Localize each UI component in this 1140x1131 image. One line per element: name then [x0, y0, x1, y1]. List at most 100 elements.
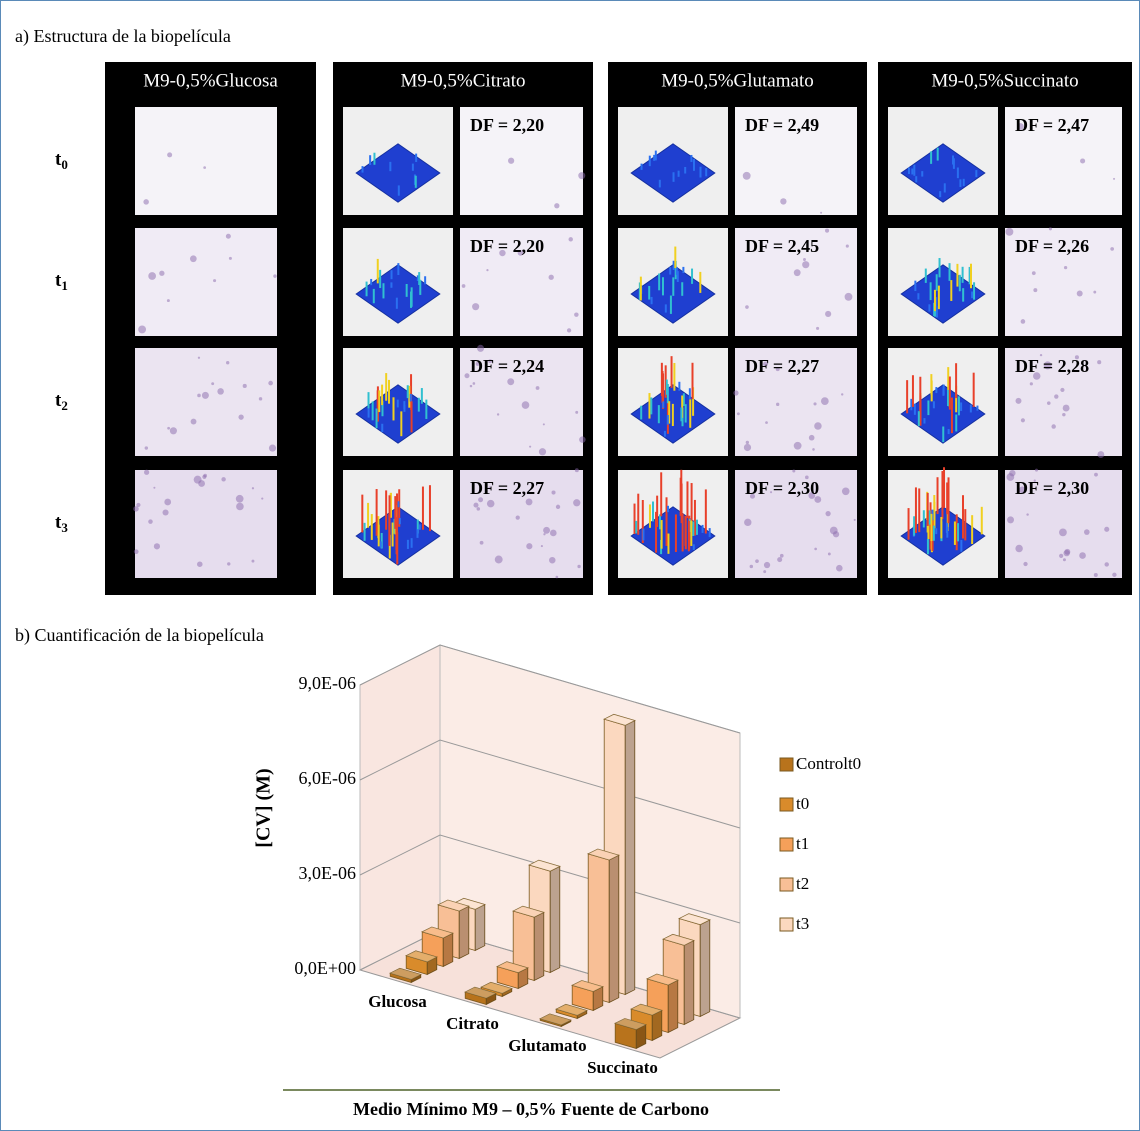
stain-spot [251, 487, 255, 490]
micrograph [460, 470, 583, 578]
column-header: M9-0,5%Succinato [931, 70, 1078, 91]
stain-spot [1048, 227, 1053, 231]
stain-spot [1074, 355, 1079, 360]
bar-side-shade [609, 855, 619, 1003]
micrograph [1005, 348, 1122, 456]
bar [389, 967, 422, 984]
bar-side-shade [636, 1024, 646, 1049]
stain-spot [1051, 424, 1056, 429]
x-tick-label: Glutamato [508, 1036, 586, 1055]
stain-spot [198, 480, 205, 487]
stain-spot [1079, 552, 1086, 559]
stain-spot [765, 421, 768, 424]
stain-spot [526, 543, 533, 550]
bar-top-light [556, 1004, 587, 1016]
stain-spot [812, 448, 815, 451]
bar-top [421, 926, 454, 939]
bar-top [437, 899, 470, 912]
x-tick-label: Citrato [446, 1014, 499, 1033]
stain-spot [203, 166, 206, 169]
bar-top [464, 986, 497, 999]
stain-spot [841, 393, 844, 396]
stain-spot [1007, 516, 1015, 524]
stain-spot [745, 305, 749, 309]
column-header: M9-0,5%Citrato [400, 70, 525, 91]
stain-spot [1093, 290, 1097, 294]
stain-spot [793, 441, 802, 450]
bar [614, 1018, 647, 1050]
stain-spot [749, 564, 754, 569]
stain-spot [566, 328, 572, 333]
stain-spot [477, 344, 485, 352]
bar-top [528, 859, 561, 872]
stain-spot [845, 244, 849, 248]
stain-spot [499, 249, 506, 257]
stain-spot [469, 384, 473, 388]
stain-spot [1046, 401, 1051, 405]
legend-label: t1 [796, 834, 809, 853]
stain-spot [1059, 528, 1067, 537]
stain-spot [1015, 544, 1023, 553]
bar-side-shade [700, 919, 710, 1017]
bar [539, 1013, 572, 1028]
fractal-dimension: DF = 2,30 [745, 478, 819, 498]
stain-spot [221, 477, 226, 482]
bar-top-light [390, 968, 421, 980]
bar-top [678, 913, 711, 926]
grid-line [359, 644, 741, 734]
row-label-sub: 3 [61, 520, 68, 535]
stain-spot [1104, 526, 1110, 532]
x-tick-label: Glucosa [368, 992, 427, 1011]
stain-spot [153, 486, 156, 489]
stain-spot [1035, 468, 1038, 472]
bar [464, 986, 497, 1006]
stain-spot [1113, 177, 1116, 180]
bar-top-light [513, 906, 544, 918]
stain-spot [825, 510, 831, 517]
bar-top-light [465, 987, 496, 999]
bar [555, 1003, 588, 1020]
stain-spot [225, 233, 231, 239]
y-tick-label: 9,0E-06 [299, 673, 357, 693]
fractal-dimension: DF = 2,20 [470, 115, 544, 135]
fractal-dimension: DF = 2,20 [470, 236, 544, 256]
stain-spot [1104, 562, 1109, 567]
stain-spot [268, 444, 277, 452]
bar-top-light [604, 714, 635, 726]
legend-swatch [779, 917, 794, 932]
bar-top-light [588, 849, 619, 860]
stain-spot [189, 255, 197, 263]
legend-label: Controlt0 [796, 754, 861, 773]
side-wall [359, 644, 441, 971]
bar [405, 950, 438, 976]
stain-spot [548, 274, 554, 280]
row-label: t0 [55, 149, 68, 172]
stain-spot [1063, 549, 1070, 557]
stain-spot [472, 303, 480, 311]
legend-label: t3 [796, 914, 809, 933]
bar-top [512, 905, 545, 918]
bar-side-shade [652, 1010, 662, 1041]
stain-spot [808, 492, 816, 499]
column-header: M9-0,5%Glucosa [143, 70, 278, 91]
bar-side-shade [411, 974, 421, 983]
stain-spot [464, 373, 470, 379]
bar-front [587, 853, 610, 1004]
stain-spot [554, 203, 560, 209]
stain-spot [542, 423, 545, 426]
stain-spot [1029, 382, 1033, 386]
stain-spot [836, 564, 843, 572]
stain-spot [1060, 387, 1065, 393]
stain-spot [258, 397, 263, 401]
stain-spot [1033, 372, 1041, 380]
stain-spot [749, 493, 756, 499]
micrograph [1005, 107, 1122, 215]
stain-spot [148, 272, 157, 280]
micrograph [135, 228, 277, 336]
stain-spot [166, 299, 170, 303]
stain-spot [261, 497, 264, 500]
legend-swatch [779, 797, 794, 812]
stain-spot [217, 388, 224, 395]
row-label: t2 [55, 390, 68, 413]
bar-top [539, 1013, 572, 1026]
